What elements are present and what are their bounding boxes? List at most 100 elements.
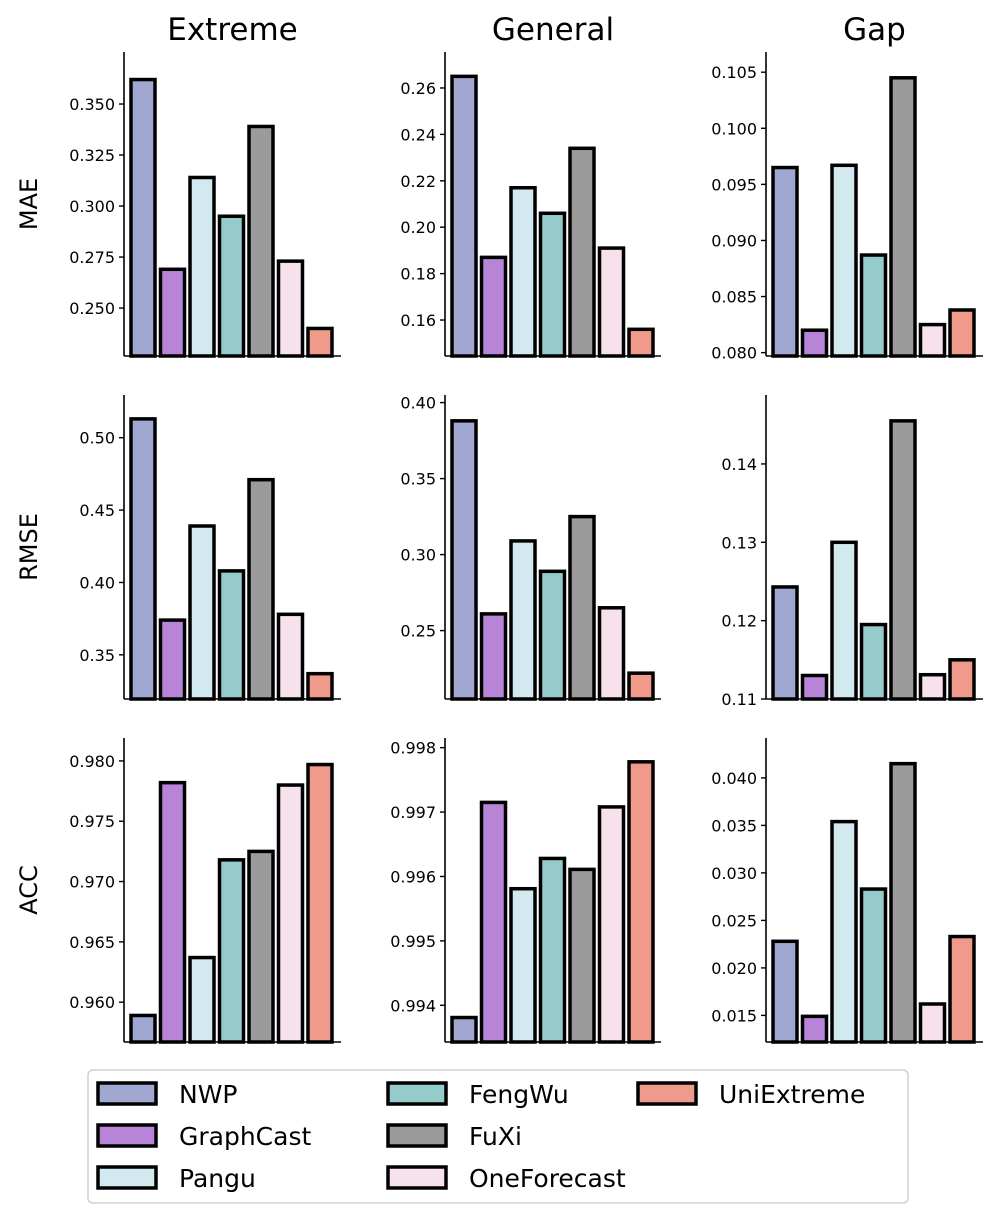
legend-swatch (386, 1081, 448, 1106)
bar-fuxi (568, 146, 596, 358)
column-title-general: General (492, 12, 614, 48)
legend-item-graphcast: GraphCast (96, 1122, 311, 1151)
bar-fuxi (247, 849, 275, 1044)
bar-fengwu (217, 858, 246, 1044)
bar-fuxi (889, 419, 917, 701)
bar-fengwu (217, 214, 246, 358)
bar-fengwu (859, 887, 888, 1044)
y-tick-label: 0.14 (721, 455, 757, 474)
y-tick-label: 0.030 (711, 864, 757, 883)
bar-fengwu (859, 622, 888, 701)
bar-uniextreme (627, 760, 655, 1044)
bar-oneforecast (276, 612, 305, 701)
legend-swatch (96, 1081, 158, 1106)
y-tick-label: 0.960 (69, 993, 115, 1012)
bar-fuxi (889, 76, 917, 358)
bar-nwp (450, 419, 478, 701)
bar-nwp (129, 417, 157, 701)
legend-item-nwp: NWP (96, 1080, 238, 1109)
y-tick-label: 0.30 (400, 546, 436, 565)
y-tick-label: 0.45 (79, 501, 115, 520)
bar-graphcast (800, 1014, 829, 1044)
y-tick-label: 0.015 (711, 1006, 757, 1025)
bar-uniextreme (306, 762, 334, 1044)
bar-fuxi (247, 477, 275, 701)
bar-oneforecast (597, 805, 626, 1044)
bar-nwp (450, 1015, 478, 1044)
y-tick-label: 0.11 (721, 690, 757, 709)
bar-graphcast (158, 267, 187, 358)
panel-0-1: 0.16 0.18 0.20 0.22 0.24 0.26 General (400, 12, 661, 358)
y-tick-label: 0.040 (711, 769, 757, 788)
panel-2-1: 0.994 0.995 0.996 0.997 0.998 (390, 738, 661, 1044)
bar-fengwu (859, 253, 888, 358)
y-tick-label: 0.12 (721, 612, 757, 631)
legend-label: OneForecast (469, 1164, 626, 1193)
bar-uniextreme (627, 671, 655, 701)
bar-pangu (830, 819, 858, 1044)
y-tick-label: 0.16 (400, 311, 436, 330)
bar-nwp (771, 165, 799, 358)
legend: NWP GraphCast Pangu FengWu FuXi OneForecast Un… (87, 1069, 909, 1204)
legend-item-oneforecast: OneForecast (386, 1164, 626, 1193)
row-label-rmse: RMSE (15, 513, 43, 581)
bar-pangu (830, 163, 858, 358)
bar-pangu (509, 886, 537, 1044)
bar-uniextreme (948, 934, 976, 1044)
y-tick-label: 0.325 (69, 146, 115, 165)
y-tick-label: 0.35 (79, 646, 115, 665)
y-tick-label: 0.26 (400, 79, 436, 98)
y-tick-label: 0.24 (400, 125, 436, 144)
legend-swatch (386, 1123, 448, 1148)
y-tick-label: 0.250 (69, 299, 115, 318)
y-tick-label: 0.25 (400, 622, 436, 641)
bar-uniextreme (627, 327, 655, 358)
bar-uniextreme (306, 671, 334, 701)
legend-item-pangu: Pangu (96, 1164, 256, 1193)
panel-0-0: 0.250 0.275 0.300 0.325 0.350 Extreme MAE (15, 12, 341, 358)
y-tick-label: 0.020 (711, 959, 757, 978)
legend-label: FuXi (469, 1122, 522, 1151)
bar-uniextreme (948, 308, 976, 358)
bar-graphcast (800, 328, 829, 358)
y-tick-label: 0.22 (400, 172, 436, 191)
bar-graphcast (158, 780, 187, 1044)
y-tick-label: 0.350 (69, 95, 115, 114)
y-tick-label: 0.13 (721, 533, 757, 552)
bar-uniextreme (306, 326, 334, 358)
legend-frame (87, 1069, 909, 1204)
bar-oneforecast (918, 1002, 947, 1044)
y-tick-label: 0.105 (711, 63, 757, 82)
bar-fuxi (568, 514, 596, 701)
bar-pangu (830, 540, 858, 701)
y-tick-label: 0.998 (390, 739, 436, 758)
panel-2-2: 0.015 0.020 0.025 0.030 0.035 0.040 (711, 738, 983, 1044)
y-tick-label: 0.085 (711, 288, 757, 307)
bar-fuxi (889, 761, 917, 1044)
y-tick-label: 0.090 (711, 231, 757, 250)
legend-label: Pangu (179, 1164, 256, 1193)
bar-pangu (509, 539, 537, 701)
y-tick-label: 0.995 (390, 932, 436, 951)
y-tick-label: 0.100 (711, 119, 757, 138)
y-tick-label: 0.18 (400, 265, 436, 284)
bar-nwp (771, 939, 799, 1044)
bar-pangu (188, 175, 216, 358)
legend-swatch (96, 1123, 158, 1148)
bar-pangu (188, 955, 216, 1044)
panel-1-2: 0.11 0.12 0.13 0.14 (721, 395, 983, 709)
legend-item-fuxi: FuXi (386, 1122, 522, 1151)
bar-oneforecast (597, 246, 626, 358)
y-tick-label: 0.20 (400, 218, 436, 237)
legend-swatch (386, 1165, 448, 1190)
bar-fuxi (247, 124, 275, 358)
bar-fengwu (538, 211, 567, 358)
y-tick-label: 0.35 (400, 470, 436, 489)
y-tick-label: 0.970 (69, 873, 115, 892)
bar-uniextreme (948, 658, 976, 701)
legend-item-fengwu: FengWu (386, 1080, 569, 1109)
y-tick-label: 0.965 (69, 933, 115, 952)
panels-group: 0.2500.2750.3000.3250.350ExtremeMAE0.160… (15, 12, 983, 1044)
panel-2-0: 0.960 0.965 0.970 0.975 0.980 ACC (15, 738, 341, 1044)
